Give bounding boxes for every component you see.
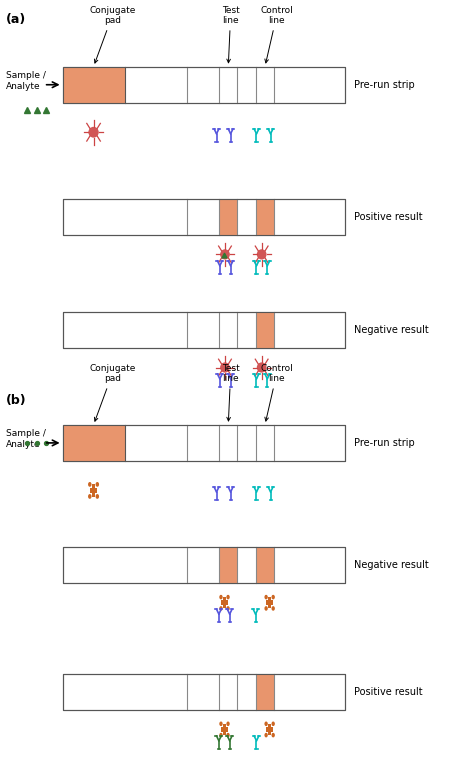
Bar [223,597,226,609]
Bar [266,728,273,732]
Bar [221,728,228,732]
Text: Test
line: Test line [222,6,239,62]
Text: Pre-run strip: Pre-run strip [354,80,415,90]
Bar [92,484,95,496]
Text: Conjugate
pad: Conjugate pad [89,6,136,63]
Circle shape [96,495,98,498]
Circle shape [227,596,229,599]
Bar [62,199,345,235]
Circle shape [89,482,91,486]
Text: Pre-run strip: Pre-run strip [354,438,415,448]
Circle shape [272,596,274,599]
Text: Negative result: Negative result [354,325,429,335]
Circle shape [265,596,267,599]
Text: (b): (b) [6,394,26,407]
Bar [268,724,271,735]
Bar [219,547,237,583]
Text: Negative result: Negative result [354,560,429,570]
Text: Positive result: Positive result [354,212,423,221]
Circle shape [227,722,229,725]
Text: Positive result: Positive result [354,686,423,697]
Bar [62,673,345,710]
Bar [223,724,226,735]
Ellipse shape [220,250,230,260]
Circle shape [227,734,229,737]
Ellipse shape [257,250,267,260]
Circle shape [220,734,222,737]
Bar [62,67,345,103]
Bar [256,673,274,710]
Circle shape [272,734,274,737]
Circle shape [220,607,222,610]
Circle shape [272,722,274,725]
Ellipse shape [257,362,267,373]
Bar [62,312,345,348]
Circle shape [220,596,222,599]
Circle shape [265,734,267,737]
Bar [62,425,345,461]
Bar [268,597,271,609]
Text: Sample /
Analyte: Sample / Analyte [6,429,46,449]
Circle shape [265,607,267,610]
Bar [62,425,124,461]
Bar [256,312,274,348]
Text: Test
line: Test line [222,364,239,421]
Bar [221,600,228,605]
Text: Control
line: Control line [260,364,293,421]
Bar [219,199,237,235]
Bar [62,547,345,583]
Bar [90,488,97,493]
Circle shape [265,722,267,725]
Text: Control
line: Control line [260,6,293,63]
Circle shape [89,495,91,498]
Bar [62,425,345,461]
Bar [266,600,273,605]
Circle shape [272,607,274,610]
Bar [62,67,124,103]
Bar [62,67,345,103]
Bar [62,199,345,235]
Text: Conjugate
pad: Conjugate pad [89,364,136,421]
Bar [62,312,345,348]
Bar [256,199,274,235]
Circle shape [96,482,98,486]
Bar [62,547,345,583]
Circle shape [220,722,222,725]
Text: (a): (a) [6,13,26,26]
Bar [256,547,274,583]
Bar [62,673,345,710]
Ellipse shape [220,362,230,373]
Circle shape [227,607,229,610]
Text: Sample /
Analyte: Sample / Analyte [6,72,46,91]
Ellipse shape [88,127,99,138]
